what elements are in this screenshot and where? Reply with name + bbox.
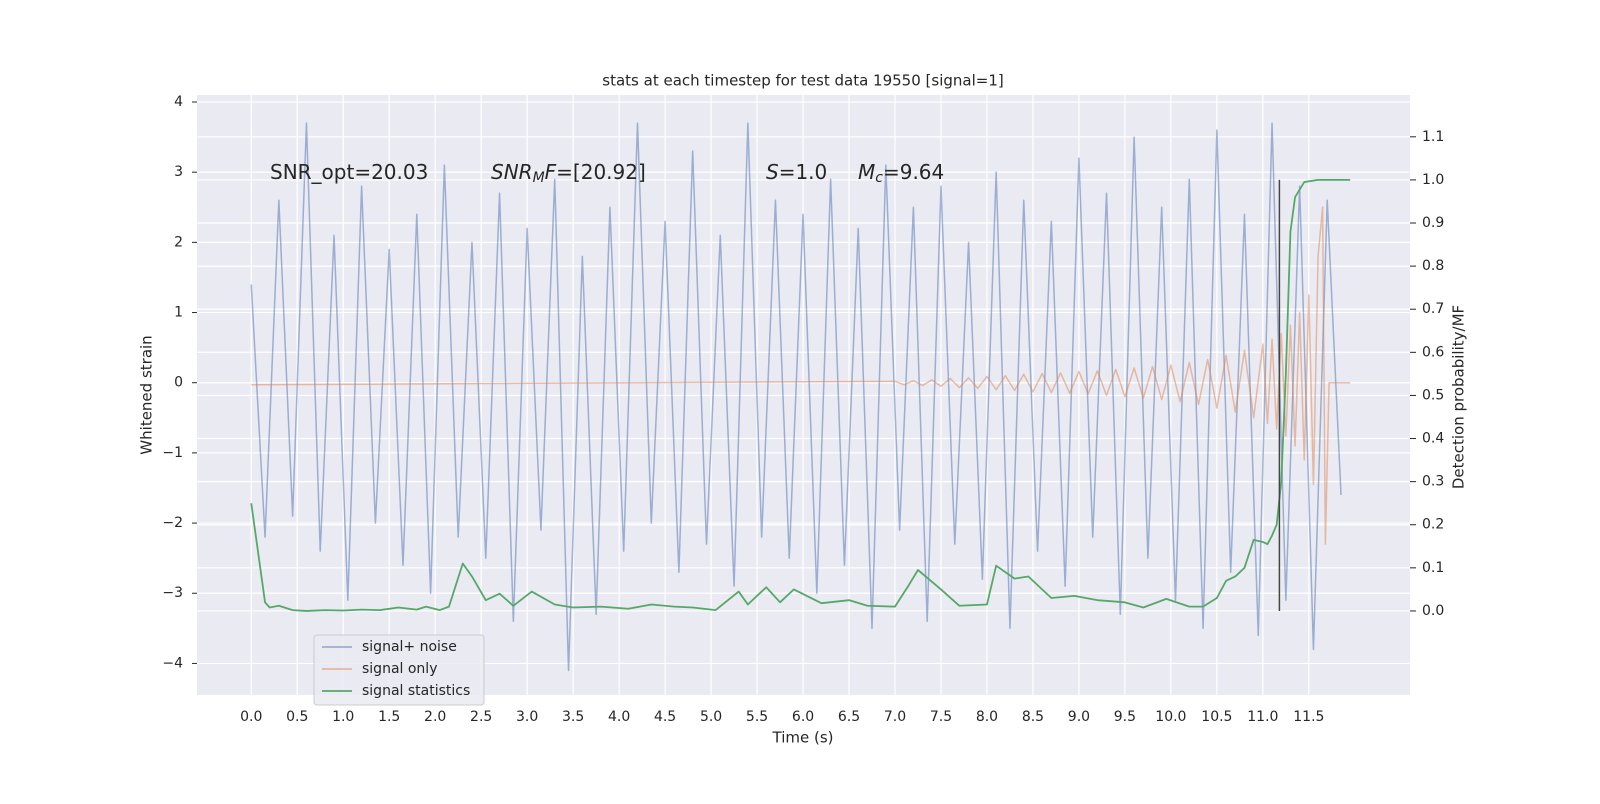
y-tick-label: 0 xyxy=(174,375,183,391)
x-tick-label: 2.5 xyxy=(470,709,492,725)
annotation: S=1.0 xyxy=(766,160,827,184)
y2-tick-label: 0.2 xyxy=(1422,517,1444,533)
x-tick-label: 9.0 xyxy=(1068,709,1090,725)
annotation-part: =9.64 xyxy=(883,160,944,184)
annotation-part: M xyxy=(858,160,875,184)
y-tick-label: −3 xyxy=(162,585,183,601)
x-tick-label: 0.5 xyxy=(286,709,308,725)
x-tick-label: 1.5 xyxy=(378,709,400,725)
x-tick-label: 5.0 xyxy=(700,709,722,725)
x-tick-label: 10.0 xyxy=(1155,709,1186,725)
y2-tick-label: 0.3 xyxy=(1422,474,1444,490)
x-tick-label: 7.5 xyxy=(930,709,952,725)
y2-tick-label: 0.0 xyxy=(1422,603,1444,619)
x-tick-label: 4.5 xyxy=(654,709,676,725)
y2-tick-label: 0.4 xyxy=(1422,431,1444,447)
y2-tick-label: 0.6 xyxy=(1422,344,1444,360)
legend-box xyxy=(313,634,485,706)
x-tick-label: 0.0 xyxy=(240,709,262,725)
y-tick-label: −4 xyxy=(162,655,183,671)
annotation-part: =[20.92] xyxy=(556,160,646,184)
y2-tick-label: 0.5 xyxy=(1422,387,1444,403)
x-tick-label: 5.5 xyxy=(746,709,768,725)
legend-label: signal+ noise xyxy=(362,639,457,655)
chart-title: stats at each timestep for test data 195… xyxy=(602,72,1003,90)
y-tick-label: 2 xyxy=(174,234,183,250)
x-tick-label: 2.0 xyxy=(424,709,446,725)
x-axis-label: Time (s) xyxy=(772,729,834,747)
x-tick-label: 9.5 xyxy=(1114,709,1136,725)
annotation-part: SNR_opt=20.03 xyxy=(270,160,428,184)
legend: signal+ noise signal only signal statistic… xyxy=(313,634,485,706)
y2-tick-label: 1.0 xyxy=(1422,172,1444,188)
y-tick-label: −1 xyxy=(162,445,183,461)
series-line xyxy=(250,179,1351,612)
x-tick-label: 1.0 xyxy=(332,709,354,725)
annotation: SNR_opt=20.03 xyxy=(270,160,428,184)
x-tick-label: 8.0 xyxy=(976,709,998,725)
y-tick-label: 3 xyxy=(174,164,183,180)
marks xyxy=(250,122,1351,672)
y2-tick-label: 1.1 xyxy=(1422,129,1444,145)
x-tick-label: 3.5 xyxy=(562,709,584,725)
y2-tick-label: 0.7 xyxy=(1422,301,1444,317)
annotation-part: S xyxy=(766,160,779,184)
legend-label: signal only xyxy=(362,661,437,677)
annotation-part: =1.0 xyxy=(779,160,828,184)
y2-tick-label: 0.8 xyxy=(1422,258,1444,274)
annotation: SNRMF=[20.92] xyxy=(491,160,646,187)
y2-axis-label: Detection probability/MF xyxy=(1450,305,1468,489)
y2-tick-label: 0.1 xyxy=(1422,560,1444,576)
x-tick-label: 11.0 xyxy=(1247,709,1278,725)
annotation-part: F xyxy=(545,160,557,184)
annotation-part: M xyxy=(533,170,545,186)
annotation-part: SNR xyxy=(491,160,533,184)
y-tick-label: −2 xyxy=(162,515,183,531)
x-tick-label: 6.0 xyxy=(792,709,814,725)
x-tick-label: 11.5 xyxy=(1293,709,1324,725)
series-line xyxy=(250,122,1342,672)
legend-label: signal statistics xyxy=(362,683,470,699)
x-tick-label: 3.0 xyxy=(516,709,538,725)
ticks: 0.0 0.5 1.0 1.5 2.0 2.5 3.0 3.5 4.0 4.5 5.0 5.5 6.0 6… xyxy=(162,94,1444,725)
annotation: Mc=9.64 xyxy=(858,160,944,187)
x-tick-label: 6.5 xyxy=(838,709,860,725)
grid xyxy=(197,95,1410,695)
annotation-part: c xyxy=(875,170,883,186)
x-tick-label: 7.0 xyxy=(884,709,906,725)
y-axis-label: Whitened strain xyxy=(138,335,156,454)
x-tick-label: 8.5 xyxy=(1022,709,1044,725)
x-tick-label: 4.0 xyxy=(608,709,630,725)
y-tick-label: 1 xyxy=(174,305,183,321)
series-line xyxy=(251,206,1351,545)
y-tick-label: 4 xyxy=(174,94,183,110)
x-tick-label: 10.5 xyxy=(1201,709,1232,725)
y2-tick-label: 0.9 xyxy=(1422,215,1444,231)
